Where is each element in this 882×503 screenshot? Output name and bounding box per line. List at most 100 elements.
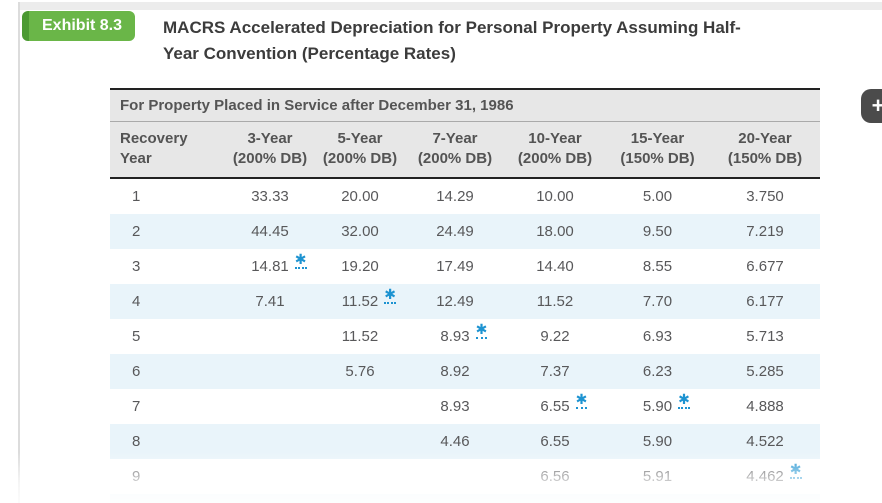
rate-cell-5-year: 11.52 xyxy=(315,319,405,354)
rate-cell-15-year: 8.55 xyxy=(605,249,710,284)
rate-cell-7-year: 17.49 xyxy=(405,249,505,284)
rate-value: 8.92 xyxy=(440,363,470,380)
rate-value: 11.52 ✱ xyxy=(341,286,396,310)
recovery-year-cell: 3 xyxy=(132,258,141,275)
rate-cell-20-year: 5.713 xyxy=(710,319,820,354)
rate-cell-15-year: 5.91 xyxy=(605,459,710,494)
recovery-year-cell: 1 xyxy=(132,188,141,205)
footnote-asterisk-link[interactable]: ✱ xyxy=(294,251,307,269)
rate-value: 5.00 xyxy=(642,188,673,205)
rate-value: 19.20 xyxy=(341,258,379,275)
rate-value: 11.52 xyxy=(341,328,379,345)
recovery-year-cell: 4 xyxy=(132,293,141,310)
footnote-asterisk-link[interactable]: ✱ xyxy=(384,286,396,304)
rate-value: 4.462 ✱ xyxy=(746,461,802,485)
rate-cell-20-year: 6.677 xyxy=(710,249,820,284)
rate-cell-7-year: 8.92 xyxy=(405,354,505,389)
rate-value: 6.55 ✱ xyxy=(540,391,588,415)
table-row-year-9: 9 6.56 5.91 4.462 ✱ xyxy=(110,459,820,494)
rate-value: 5.90 xyxy=(642,433,673,450)
column-header-recovery-year: Recovery Year xyxy=(120,130,188,167)
rate-cell-20-year: 5.285 xyxy=(710,354,820,389)
footnote-asterisk-link[interactable]: ✱ xyxy=(475,321,488,339)
rate-cell-20-year: 7.219 xyxy=(710,214,820,249)
rate-value: 7.37 xyxy=(540,363,570,380)
column-header-3-year: 3-Year (200% DB) xyxy=(232,130,308,167)
footnote-asterisk-link[interactable]: ✱ xyxy=(575,391,588,409)
rate-cell-7-year: 8.93 ✱ xyxy=(405,319,505,354)
rate-value: 24.49 xyxy=(436,223,474,240)
rate-cell-7-year: 14.29 xyxy=(405,179,505,214)
rate-value: 6.177 xyxy=(746,293,784,310)
column-header-10-year: 10-Year (200% DB) xyxy=(517,130,593,167)
rate-value: 11.52 xyxy=(536,293,574,310)
rate-value: 12.49 xyxy=(436,293,474,310)
rate-cell-15-year: 5.90 ✱ xyxy=(605,389,710,424)
exhibit-badge: Exhibit 8.3 xyxy=(22,11,136,41)
rate-cell-7-year: 4.46 xyxy=(405,424,505,459)
table-row-year-10: 10 6.55 5.90 4.461 xyxy=(110,494,820,503)
rate-cell-5-year: 20.00 xyxy=(315,179,405,214)
plus-icon: + xyxy=(871,93,882,118)
footnote-asterisk-link[interactable]: ✱ xyxy=(789,461,802,479)
rate-value: 33.33 xyxy=(251,188,289,205)
rate-value: 4.461 xyxy=(746,494,784,503)
rate-cell-5-year xyxy=(315,494,405,503)
rate-value: 3.750 xyxy=(746,188,784,205)
rate-cell-5-year: 32.00 xyxy=(315,214,405,249)
rate-cell-10-year: 10.00 xyxy=(505,179,605,214)
page-left-border xyxy=(18,2,20,503)
exhibit-badge-edge xyxy=(22,11,29,41)
rate-value: 8.93 ✱ xyxy=(440,321,488,345)
footnote-asterisk-link[interactable]: ✱ xyxy=(678,391,690,409)
rate-cell-7-year: 24.49 xyxy=(405,214,505,249)
table-row-year-5: 5 11.52 8.93 ✱ 9.22 6.93 5.713 xyxy=(110,319,820,354)
column-header-15-year: 15-Year (150% DB) xyxy=(620,130,695,167)
rate-value: 5.90 xyxy=(643,494,672,503)
rate-value: 4.46 xyxy=(440,433,470,450)
rate-cell-5-year xyxy=(315,424,405,459)
rate-value: 4.522 xyxy=(746,433,784,450)
column-header-20-year: 20-Year (150% DB) xyxy=(727,130,803,167)
recovery-year-cell: 6 xyxy=(132,363,141,380)
rate-cell-10-year: 6.55 xyxy=(505,424,605,459)
rate-cell-10-year: 18.00 xyxy=(505,214,605,249)
rate-cell-10-year: 14.40 xyxy=(505,249,605,284)
rate-value: 7.219 xyxy=(746,223,784,240)
rate-cell-3-year: 44.45 xyxy=(225,214,315,249)
rate-cell-7-year xyxy=(405,459,505,494)
rate-value: 6.56 xyxy=(540,468,570,485)
recovery-year-cell: 2 xyxy=(132,223,141,240)
exhibit-title-line1: MACRS Accelerated Depreciation for Perso… xyxy=(163,18,741,37)
rate-value: 6.55 xyxy=(540,433,570,450)
rate-cell-7-year xyxy=(405,494,505,503)
rate-cell-5-year: 5.76 xyxy=(315,354,405,389)
rate-value: 14.81 ✱ xyxy=(251,251,307,275)
rate-cell-10-year: 11.52 xyxy=(505,284,605,319)
rate-value: 5.91 xyxy=(642,468,673,485)
table-body: 1 33.33 20.00 14.29 10.00 5.00 3.750 2 44.45 32.0… xyxy=(110,179,820,503)
rate-cell-20-year: 4.461 xyxy=(710,494,820,503)
rate-value: 7.41 xyxy=(255,293,285,310)
rate-value: 14.29 xyxy=(436,188,474,205)
sidebar-toggle-button[interactable]: + xyxy=(861,89,882,123)
rate-cell-15-year: 6.23 xyxy=(605,354,710,389)
rate-value: 9.50 xyxy=(642,223,673,240)
rate-value: 5.90 ✱ xyxy=(642,391,690,415)
rate-cell-3-year: 7.41 xyxy=(225,284,315,319)
rate-cell-10-year: 9.22 xyxy=(505,319,605,354)
rate-value: 9.22 xyxy=(540,328,570,345)
rate-value: 10.00 xyxy=(536,188,574,205)
table-row-year-6: 6 5.76 8.92 7.37 6.23 5.285 xyxy=(110,354,820,389)
exhibit-title: MACRS Accelerated Depreciation for Perso… xyxy=(163,15,873,67)
rate-value: 5.76 xyxy=(345,363,375,380)
exhibit-label: Exhibit 8.3 xyxy=(29,11,136,41)
rate-cell-20-year: 4.888 xyxy=(710,389,820,424)
rate-cell-15-year: 5.00 xyxy=(605,179,710,214)
rate-cell-3-year xyxy=(225,354,315,389)
rate-value: 5.285 xyxy=(746,363,784,380)
table-header-row: Recovery Year 3-Year (200% DB) 5-Year (200% D… xyxy=(110,122,820,179)
rate-value: 17.49 xyxy=(436,258,474,275)
table-row-year-3: 3 14.81 ✱ 19.20 17.49 14.40 8.55 6.677 xyxy=(110,249,820,284)
table-row-year-2: 2 44.45 32.00 24.49 18.00 9.50 7.219 xyxy=(110,214,820,249)
